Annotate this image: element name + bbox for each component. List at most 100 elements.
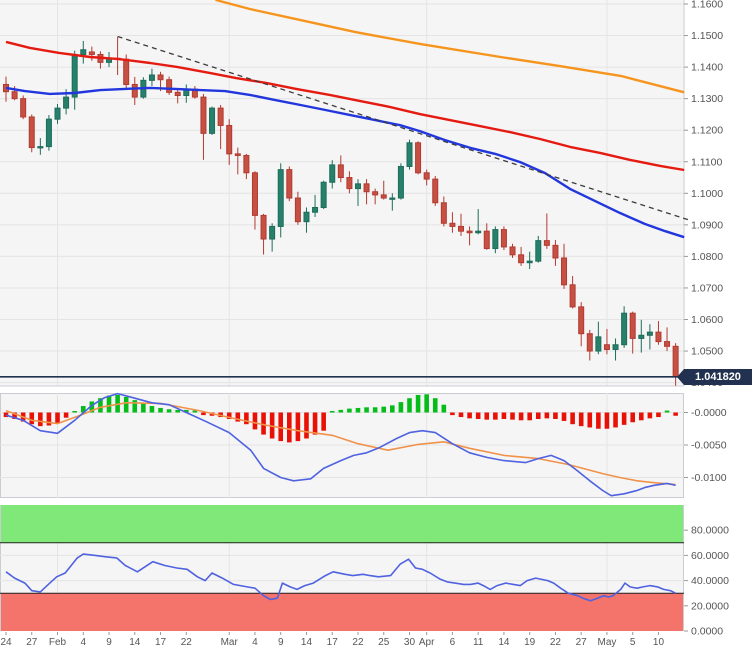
candle-body [621,312,628,346]
descending-trendline [117,35,690,221]
candle-body [226,124,233,155]
candle-body [518,254,525,264]
date-tick-label: 24 [0,637,12,648]
candle-body [174,91,181,96]
ma-blue-line [5,86,685,239]
candle-body [423,172,430,180]
candle-body [123,58,130,85]
macd-panel[interactable] [0,392,684,498]
date-tick-label: 22 [352,637,364,648]
candle-body [543,240,550,246]
macd-histogram-bar [570,412,575,425]
candle-body [552,244,559,259]
ma-red-line [5,40,685,172]
candle-body [363,183,370,193]
rsi-panel[interactable] [0,505,684,631]
candle-body [45,118,52,148]
macd-histogram-bar [372,407,378,413]
candle-body [11,91,18,100]
macd-histogram-bar [338,409,344,413]
price-axis: 1.1600 1.1500 1.1400 1.1300 1.1200 1.1100 1.10… [684,0,729,638]
macd-histogram-bar [604,412,610,429]
candle-body [243,154,250,174]
candle-body [612,344,619,350]
candle-body [260,214,267,240]
date-tick-label: 17 [327,637,339,648]
price-tick-label: 1.1100 [691,156,722,168]
macd-histogram-bar [72,411,77,413]
candle-body [440,202,447,224]
macd-histogram-bar [467,412,472,419]
price-tick-label: 1.1500 [691,30,723,42]
date-tick-label: 17 [155,637,167,648]
date-tick-label: 6 [450,637,456,648]
macd-histogram-bar [535,412,541,419]
date-tick-label: 14 [129,637,141,648]
macd-histogram-bar [441,404,447,413]
macd-tick-label: -0.0100 [691,472,727,484]
macd-histogram-bar [415,394,421,413]
macd-histogram-bar [304,412,309,439]
date-tick-label: 27 [576,637,588,648]
date-tick-label: 10 [653,637,665,648]
date-tick-label: 9 [278,637,284,648]
candle-body [63,96,70,109]
macd-histogram-bar [432,398,438,413]
candle-body [209,107,216,134]
macd-histogram-bar [518,412,524,421]
price-tick-label: 1.1000 [691,188,723,200]
main-price-panel[interactable] [0,0,690,387]
candle-body [372,191,379,196]
rsi-tick-label: 60.0000 [691,550,729,562]
macd-histogram-bar [329,411,335,413]
candle-body [277,169,284,227]
macd-histogram-bar [29,412,35,425]
oversold-zone [1,593,683,631]
date-tick-label: May [597,637,616,648]
macd-histogram-bar [123,396,129,413]
candle-body [406,142,413,167]
macd-histogram-bar [149,406,155,413]
candle-body [535,240,542,262]
date-tick-label: 27 [26,637,38,648]
candle-body [586,333,593,352]
price-tick-label: 1.1300 [691,93,723,105]
candle-body [466,230,473,234]
date-tick-label: 5 [630,637,636,648]
macd-histogram-bar [235,412,241,422]
price-tick-label: 1.0900 [691,219,723,231]
date-tick-label: 22 [181,637,193,648]
candle-body [200,96,207,134]
macd-histogram-bar [450,412,455,416]
candle-body [37,146,44,149]
candle-body [595,336,602,352]
macd-histogram-bar [158,407,163,413]
candle-body [561,257,568,286]
candle-body [294,197,301,223]
candle-body [131,83,138,98]
candle-body [320,181,327,208]
macd-tick-label: -0.0000 [691,407,727,419]
rsi-line [5,553,676,602]
candle-body [234,153,241,156]
macd-histogram-bar [630,412,636,423]
macd-histogram-bar [89,401,95,413]
candle-body [346,177,353,190]
macd-histogram-bar [226,412,232,419]
date-tick-label: 11 [473,637,484,648]
candle-body [80,49,87,55]
candlestick-layer [3,37,679,386]
date-tick-label: 14 [301,637,313,648]
macd-histogram-bar [55,412,60,423]
price-tick-label: 1.0600 [691,314,723,326]
macd-histogram-bar [424,394,429,413]
macd-histogram-bar [132,400,138,413]
price-tick-label: 1.0500 [691,346,723,358]
candle-body [483,230,490,250]
date-tick-label: Apr [419,637,435,648]
macd-histogram-bar [295,412,301,442]
date-tick-label: 30 [404,637,416,648]
date-axis: 24 27 Feb 4 9 14 17 22 Mar 4 9 14 17 22 25 30 Apr 6 11 14 19… [0,632,664,648]
macd-histogram-bar [166,409,172,413]
